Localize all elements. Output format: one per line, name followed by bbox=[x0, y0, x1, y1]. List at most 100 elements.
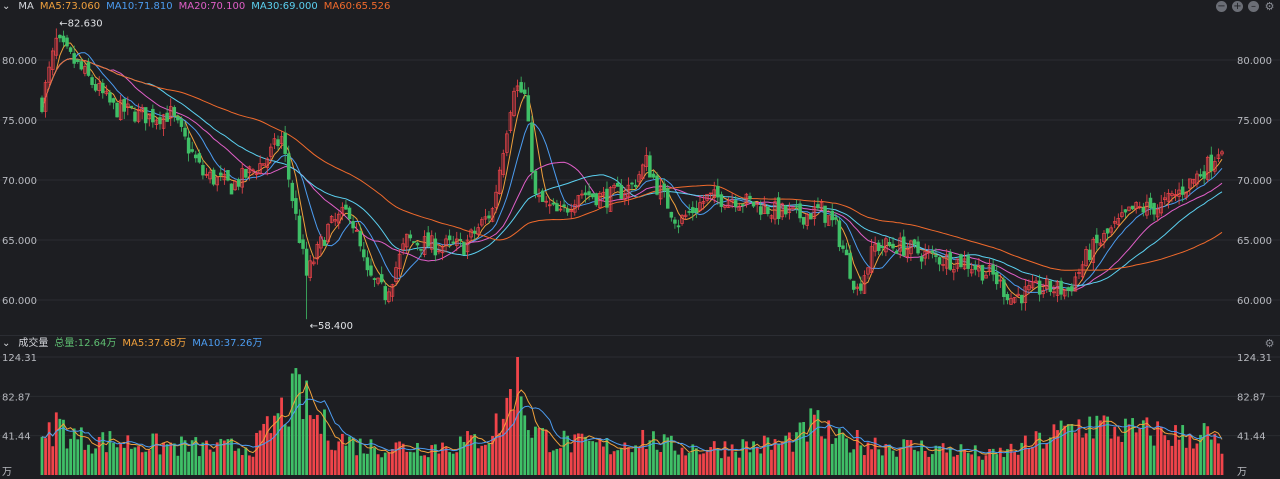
indicator-name[interactable]: 成交量 bbox=[18, 338, 49, 349]
volume-bar bbox=[416, 442, 419, 475]
volume-bar bbox=[698, 454, 702, 475]
unit-label-right: 万 bbox=[1237, 467, 1247, 478]
volume-bar bbox=[405, 451, 409, 475]
volume-bar bbox=[859, 445, 863, 475]
candle-body bbox=[140, 107, 144, 113]
candle-body bbox=[837, 220, 842, 248]
volume-bar bbox=[183, 440, 187, 475]
candle-body bbox=[565, 208, 570, 213]
candle-body bbox=[322, 239, 327, 246]
candle-body bbox=[90, 77, 94, 85]
volume-bar bbox=[941, 443, 945, 475]
volume-bar bbox=[591, 441, 595, 475]
collapse-chevron-icon[interactable]: ⌄ bbox=[2, 1, 11, 12]
volume-bar bbox=[677, 454, 680, 475]
collapse-chevron-icon[interactable]: ⌄ bbox=[2, 338, 11, 349]
candle-body bbox=[723, 205, 727, 208]
volume-bar bbox=[601, 446, 605, 475]
volume-bar bbox=[280, 397, 283, 475]
volume-bar bbox=[523, 415, 527, 475]
volume-bar bbox=[920, 440, 924, 475]
candle-body bbox=[390, 284, 395, 297]
volume-bar bbox=[58, 418, 62, 475]
volume-bar bbox=[870, 449, 873, 475]
volume-bar bbox=[752, 441, 755, 475]
volume-bar bbox=[512, 409, 516, 475]
indicator-name[interactable]: MA bbox=[18, 1, 34, 12]
volume-bar bbox=[930, 454, 934, 475]
gear-icon[interactable]: ⚙ bbox=[1264, 0, 1275, 13]
volume-bar bbox=[948, 447, 952, 475]
candle-body bbox=[719, 194, 724, 207]
candle-body bbox=[197, 153, 202, 163]
volume-bar bbox=[247, 455, 251, 475]
volume-bar bbox=[1124, 418, 1127, 475]
volume-bar bbox=[319, 433, 323, 475]
minus-icon[interactable]: − bbox=[1216, 1, 1227, 12]
candle-body bbox=[483, 216, 488, 220]
candle-body bbox=[741, 204, 745, 206]
candle-body bbox=[143, 107, 148, 124]
candle-body bbox=[862, 275, 867, 294]
candle-body bbox=[794, 205, 799, 208]
candle-body bbox=[1130, 205, 1135, 210]
candle-body bbox=[1170, 193, 1174, 196]
candle-body bbox=[412, 241, 416, 243]
candle-body bbox=[834, 217, 838, 220]
candle-body bbox=[887, 242, 892, 246]
volume-bar bbox=[981, 459, 984, 475]
ma-line-MA20 bbox=[41, 58, 1223, 292]
volume-bar bbox=[655, 449, 659, 475]
volume-bar bbox=[1041, 448, 1045, 475]
candle-body bbox=[1195, 173, 1199, 185]
volume-bar bbox=[276, 413, 280, 475]
volume-bar bbox=[573, 434, 577, 475]
candle-body bbox=[1098, 242, 1103, 246]
candle-body bbox=[512, 90, 516, 116]
candle-body bbox=[1159, 202, 1163, 214]
collapse-icon[interactable]: – bbox=[1248, 1, 1259, 12]
volume-bar bbox=[627, 447, 630, 475]
candle-body bbox=[1152, 203, 1156, 215]
volume-bar bbox=[308, 415, 312, 475]
volume-bar bbox=[1181, 425, 1185, 475]
plus-icon[interactable]: + bbox=[1232, 1, 1243, 12]
volume-bar bbox=[1145, 417, 1149, 475]
volume-bar bbox=[895, 456, 899, 475]
volume-bar bbox=[290, 373, 294, 475]
volume-bar bbox=[644, 449, 648, 475]
candle-body bbox=[1163, 197, 1167, 200]
candle-body bbox=[1059, 280, 1063, 295]
volume-bar bbox=[344, 445, 348, 475]
candle-body bbox=[476, 227, 480, 235]
candle-body bbox=[276, 139, 280, 147]
volume-bar bbox=[548, 452, 552, 475]
volume-bar bbox=[1174, 425, 1177, 475]
ma-label: MA60:65.526 bbox=[323, 1, 391, 12]
candle-body bbox=[43, 82, 48, 112]
volume-bar bbox=[1106, 416, 1109, 475]
volume-bar bbox=[984, 455, 988, 475]
volume-bar bbox=[559, 448, 562, 475]
candle-body bbox=[294, 198, 298, 214]
gear-icon[interactable]: ⚙ bbox=[1264, 337, 1275, 350]
volume-bar bbox=[255, 432, 258, 475]
candle-body bbox=[1070, 286, 1074, 292]
candle-body bbox=[72, 53, 76, 64]
volume-bar bbox=[140, 452, 144, 475]
candle-body bbox=[101, 82, 105, 94]
candle-body bbox=[115, 102, 119, 118]
volume-bar bbox=[108, 431, 112, 475]
volume-bar bbox=[433, 444, 437, 475]
candle-body bbox=[1087, 249, 1092, 260]
candle-body bbox=[430, 235, 434, 250]
volume-bar bbox=[315, 414, 319, 475]
candle-body bbox=[415, 242, 420, 246]
candle-body bbox=[601, 191, 606, 196]
candle-body bbox=[522, 89, 527, 94]
volume-bar bbox=[1091, 438, 1095, 475]
candle-body bbox=[766, 207, 770, 215]
volume-bar bbox=[358, 438, 362, 475]
volume-bar bbox=[666, 437, 670, 475]
vol-ma5 bbox=[41, 381, 1223, 455]
